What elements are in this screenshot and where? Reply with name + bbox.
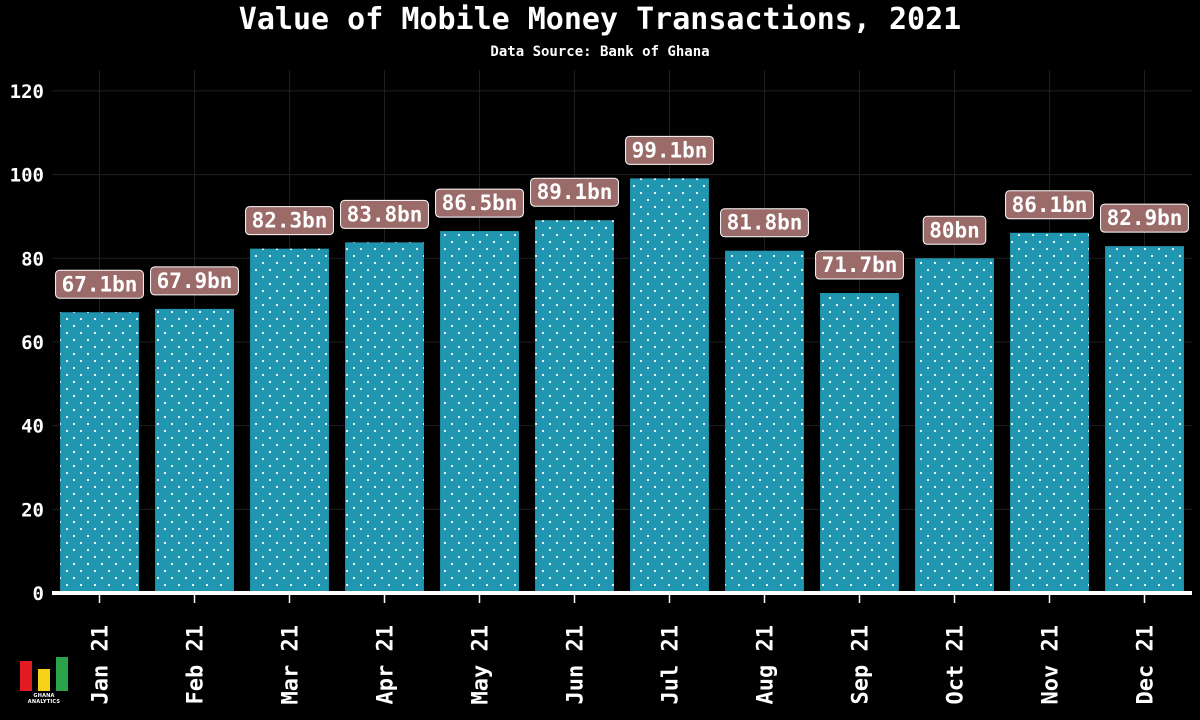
bar-dot-pattern [915, 258, 994, 593]
x-tick-label: Aug 21 [754, 625, 779, 704]
data-label: 81.8bn [727, 211, 803, 235]
bar-dot-pattern [725, 250, 804, 594]
ghana-analytics-logo: GHANA ANALYTICS [18, 655, 70, 705]
x-tick-label: Jun 21 [564, 625, 589, 704]
bar-dot-pattern [820, 293, 899, 593]
x-tick-label: Jan 21 [89, 625, 114, 704]
data-label: 67.9bn [157, 269, 233, 293]
bars [60, 178, 1184, 594]
y-tick-label: 40 [21, 416, 44, 438]
data-label: 71.7bn [822, 253, 898, 277]
x-tick-label: Feb 21 [184, 625, 209, 704]
bar-dot-pattern [535, 220, 614, 593]
bar-dot-pattern [60, 312, 139, 593]
data-label: 99.1bn [632, 138, 708, 162]
data-label-box [922, 215, 987, 245]
data-label-box [340, 199, 429, 229]
data-label-box [245, 206, 334, 236]
data-label: 89.1bn [537, 180, 613, 204]
data-label-box [625, 135, 714, 165]
data-label-box [55, 269, 144, 299]
y-tick-label: 60 [21, 332, 44, 354]
x-tick-label: Dec 21 [1134, 625, 1159, 704]
bar-dot-pattern [440, 231, 519, 594]
bar-dot-pattern [630, 178, 709, 593]
logo-text: GHANA ANALYTICS [27, 693, 61, 705]
y-tick-label: 100 [10, 165, 44, 187]
y-tick-label: 80 [21, 248, 44, 270]
data-label-box [150, 266, 239, 296]
data-label-box [815, 250, 904, 280]
x-tick-label: Apr 21 [374, 625, 399, 704]
data-label: 82.9bn [1107, 206, 1183, 230]
data-label-box [530, 177, 619, 207]
bar-dot-pattern [1105, 246, 1184, 593]
data-label: 67.1bn [62, 272, 138, 296]
x-tick-label: Nov 21 [1039, 625, 1064, 704]
bar-dot-pattern [345, 242, 424, 593]
y-tick-label: 20 [21, 499, 44, 521]
bar-dot-pattern [155, 308, 234, 593]
x-tick-label: May 21 [469, 625, 494, 704]
x-tick-label: Mar 21 [279, 625, 304, 704]
logo-bar-red [20, 661, 32, 691]
axes: 0 20 40 60 80 100 120 Jan 21 Feb 21 Mar 21 Apr 21 M… [10, 81, 1192, 704]
data-label: 80bn [929, 218, 980, 242]
x-tick-label: Jul 21 [659, 625, 684, 704]
bar-dot-pattern [1010, 232, 1089, 593]
data-label: 86.5bn [442, 191, 518, 215]
data-label: 82.3bn [252, 209, 328, 233]
data-label: 83.8bn [347, 202, 423, 226]
data-labels: 67.1bn 67.9bn 82.3bn 83.8bn 86.5bn 89.1bn 99.1… [55, 135, 1189, 299]
bar-dot-pattern [250, 248, 329, 593]
data-label-box [1100, 203, 1189, 233]
y-tick-label: 0 [33, 583, 44, 605]
logo-bar-yellow [38, 669, 50, 691]
x-tick-label: Oct 21 [944, 625, 969, 704]
x-tick-label: Sep 21 [849, 625, 874, 704]
chart-subtitle: Data Source: Bank of Ghana [490, 44, 710, 60]
data-label-box [435, 188, 524, 218]
logo-bar-green [56, 657, 68, 691]
y-tick-label: 120 [10, 81, 44, 103]
data-label-box [720, 208, 809, 238]
data-label: 86.1bn [1012, 193, 1088, 217]
chart-title: Value of Mobile Money Transactions, 2021 [238, 2, 962, 37]
data-label-box [1005, 190, 1094, 220]
